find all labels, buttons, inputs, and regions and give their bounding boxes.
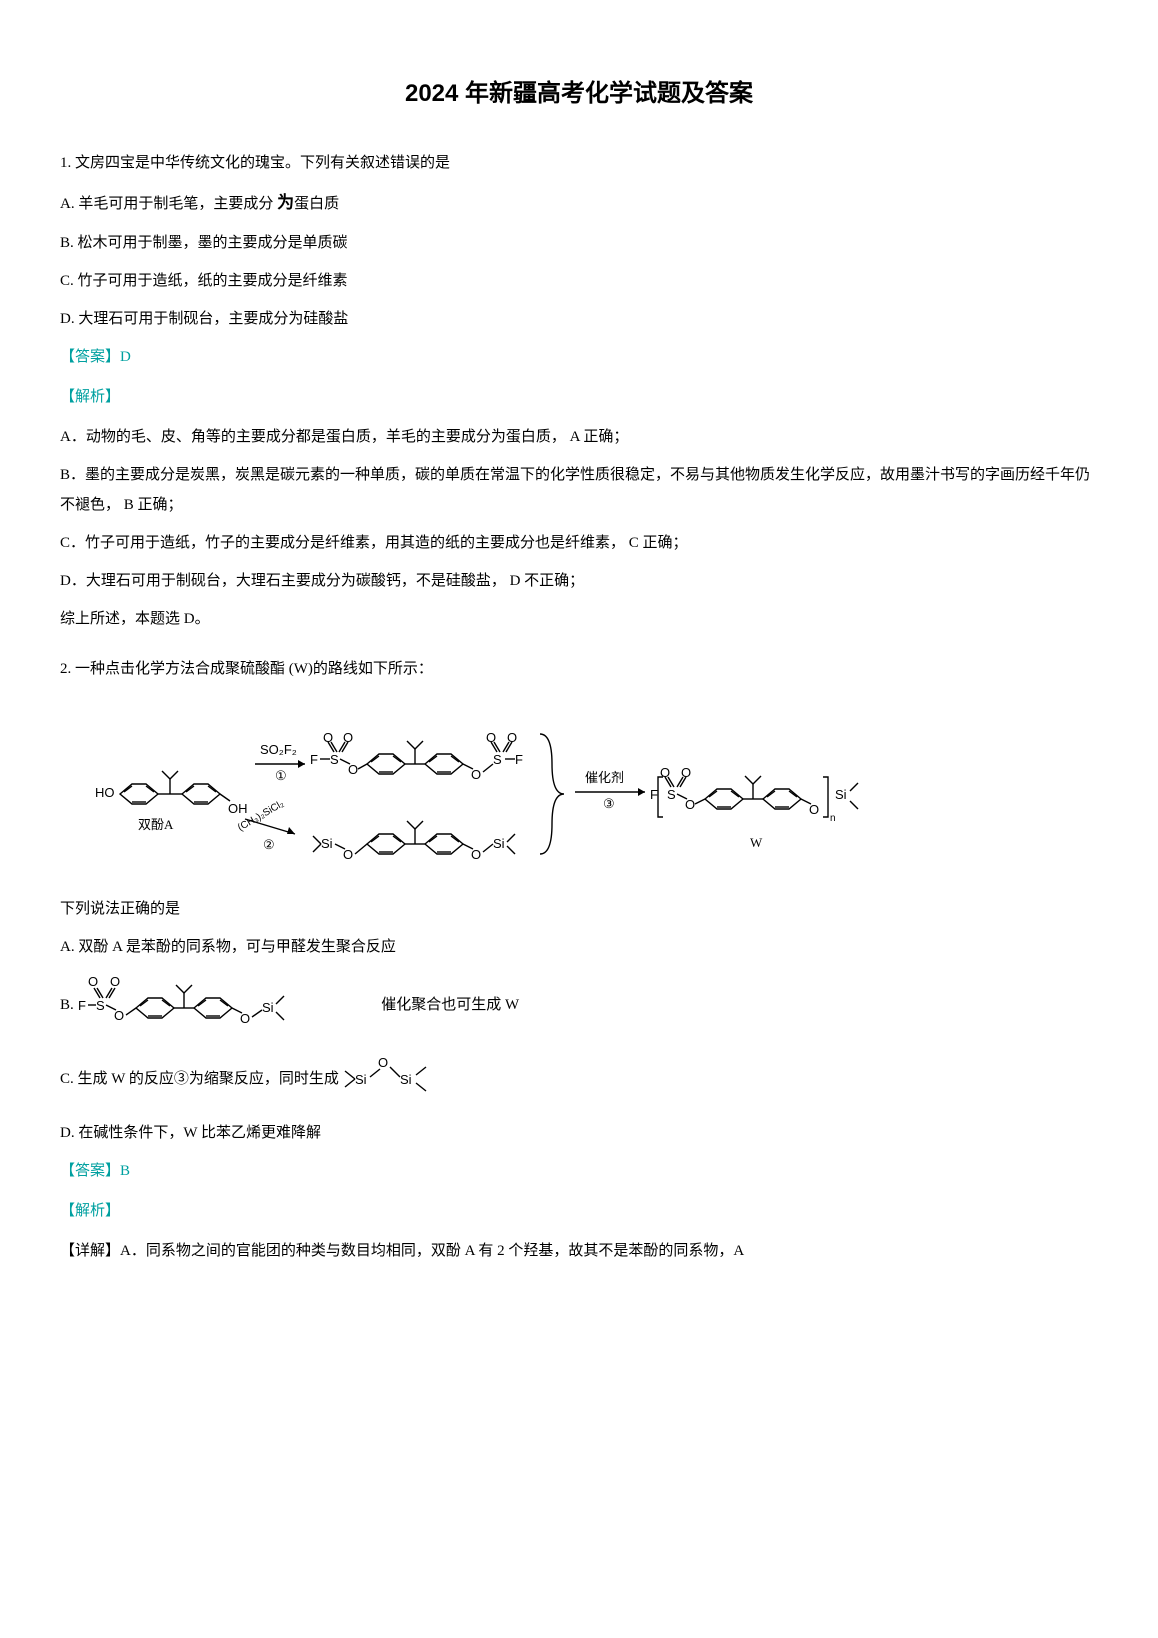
- svg-text:S: S: [493, 752, 502, 767]
- svg-text:O: O: [323, 730, 333, 745]
- q1-exp-d: D．大理石可用于制砚台，大理石主要成分为碳酸钙，不是硅酸盐， D 不正确；: [60, 566, 1098, 596]
- svg-text:S: S: [330, 752, 339, 767]
- q2-stem: 2. 一种点击化学方法合成聚硫酸酯 (W)的路线如下所示：: [60, 654, 1098, 684]
- q2-optB-pre: B.: [60, 997, 78, 1013]
- q1-optA-post: 蛋白质: [294, 196, 339, 212]
- svg-text:HO: HO: [95, 785, 115, 800]
- q1-option-d: D. 大理石可用于制砚台，主要成分为硅酸盐: [60, 304, 1098, 334]
- q2-optC-pre: C. 生成 W 的反应③为缩聚反应，同时生成: [60, 1071, 343, 1087]
- svg-text:Si: Si: [321, 836, 333, 851]
- q2-optB-struct: .bond{stroke:#000;stroke-width:1.4;fill:…: [78, 970, 378, 1041]
- q2-option-d: D. 在碱性条件下，W 比苯乙烯更难降解: [60, 1118, 1098, 1148]
- reaction-scheme-svg: .bond { stroke:#000; stroke-width:1.4; f…: [90, 699, 1030, 879]
- q1-analysis-label: 【解析】: [60, 382, 1098, 412]
- q2-reaction-scheme: .bond { stroke:#000; stroke-width:1.4; f…: [90, 699, 1098, 879]
- q1-optA-wei: 为: [277, 193, 294, 212]
- svg-text:F: F: [310, 752, 318, 767]
- q2-followup: 下列说法正确的是: [60, 894, 1098, 924]
- svg-text:Si: Si: [355, 1072, 367, 1087]
- svg-text:O: O: [110, 974, 120, 989]
- svg-text:O: O: [660, 765, 670, 780]
- svg-text:O: O: [486, 730, 496, 745]
- q1-optA-pre: A. 羊毛可用于制毛笔，主要成分: [60, 196, 277, 212]
- circle2-label: ②: [263, 837, 275, 852]
- svg-text:O: O: [114, 1008, 124, 1023]
- page-title: 2024 年新疆高考化学试题及答案: [60, 70, 1098, 118]
- svg-text:O: O: [685, 797, 695, 812]
- svg-text:O: O: [343, 847, 353, 862]
- q2-detail: 【详解】A．同系物之间的官能团的种类与数目均相同，双酚 A 有 2 个羟基，故其…: [60, 1236, 1098, 1266]
- so2f2-label: SO₂F₂: [260, 742, 297, 757]
- svg-text:S: S: [96, 998, 105, 1013]
- q1-conclusion: 综上所述，本题选 D。: [60, 604, 1098, 634]
- q1-exp-c: C．竹子可用于造纸，竹子的主要成分是纤维素，用其造的纸的主要成分也是纤维素， C…: [60, 528, 1098, 558]
- svg-text:Si: Si: [262, 1000, 274, 1015]
- svg-text:O: O: [88, 974, 98, 989]
- w-label: W: [750, 835, 763, 850]
- q1-answer: 【答案】D: [60, 342, 1098, 372]
- svg-text:O: O: [378, 1055, 388, 1070]
- svg-text:OH: OH: [228, 801, 248, 816]
- svg-text:S: S: [667, 787, 676, 802]
- svg-text:O: O: [348, 762, 358, 777]
- q1-option-b: B. 松木可用于制墨，墨的主要成分是单质碳: [60, 228, 1098, 258]
- svg-text:F: F: [78, 998, 86, 1013]
- svg-text:O: O: [471, 847, 481, 862]
- q2-option-c: C. 生成 W 的反应③为缩聚反应，同时生成 .bond{stroke:#000…: [60, 1049, 1098, 1110]
- catalyst-label: 催化剂: [585, 770, 624, 785]
- q1-stem: 1. 文房四宝是中华传统文化的瑰宝。下列有关叙述错误的是: [60, 148, 1098, 178]
- svg-text:Si: Si: [493, 836, 505, 851]
- svg-text:O: O: [240, 1011, 250, 1026]
- q2-optC-struct: .bond{stroke:#000;stroke-width:1.4;fill:…: [343, 1049, 453, 1110]
- svg-text:O: O: [471, 767, 481, 782]
- svg-text:O: O: [507, 730, 517, 745]
- q2-option-a: A. 双酚 A 是苯酚的同系物，可与甲醛发生聚合反应: [60, 932, 1098, 962]
- q1-exp-a: A．动物的毛、皮、角等的主要成分都是蛋白质，羊毛的主要成分为蛋白质， A 正确；: [60, 422, 1098, 452]
- q2-option-b: B. .bond{stroke:#000;stroke-width:1.4;fi…: [60, 970, 1098, 1041]
- q1-option-a: A. 羊毛可用于制毛笔，主要成分 为蛋白质: [60, 186, 1098, 220]
- svg-text:Si: Si: [835, 787, 847, 802]
- svg-text:F: F: [650, 787, 658, 802]
- q1-option-c: C. 竹子可用于造纸，纸的主要成分是纤维素: [60, 266, 1098, 296]
- svg-text:Si: Si: [400, 1072, 412, 1087]
- bisphenol-a-label: 双酚A: [138, 817, 174, 832]
- svg-text:O: O: [681, 765, 691, 780]
- circle3-label: ③: [603, 796, 615, 811]
- q2-analysis-label: 【解析】: [60, 1196, 1098, 1226]
- svg-text:n: n: [830, 813, 836, 824]
- svg-text:F: F: [515, 752, 523, 767]
- q2-optB-post: 催化聚合也可生成 W: [381, 997, 519, 1013]
- circle1-label: ①: [275, 768, 287, 783]
- q1-exp-b: B．墨的主要成分是炭黑，炭黑是碳元素的一种单质，碳的单质在常温下的化学性质很稳定…: [60, 460, 1098, 520]
- svg-text:O: O: [343, 730, 353, 745]
- q2-answer: 【答案】B: [60, 1156, 1098, 1186]
- svg-text:O: O: [809, 802, 819, 817]
